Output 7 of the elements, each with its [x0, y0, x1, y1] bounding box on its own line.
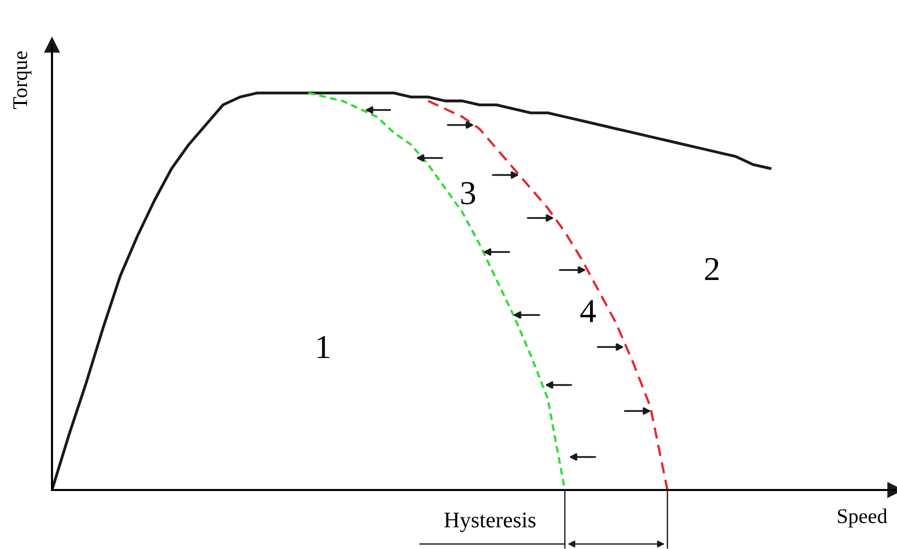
- annotation: 1: [318, 336, 330, 358]
- x-axis-title: Speed: [838, 508, 888, 528]
- text: Hysteresis: [444, 512, 536, 532]
- annotation: 2: [705, 258, 718, 280]
- annotation: 4: [580, 300, 596, 322]
- annotation: 3: [461, 182, 476, 204]
- y-axis-title: Torque: [13, 51, 32, 109]
